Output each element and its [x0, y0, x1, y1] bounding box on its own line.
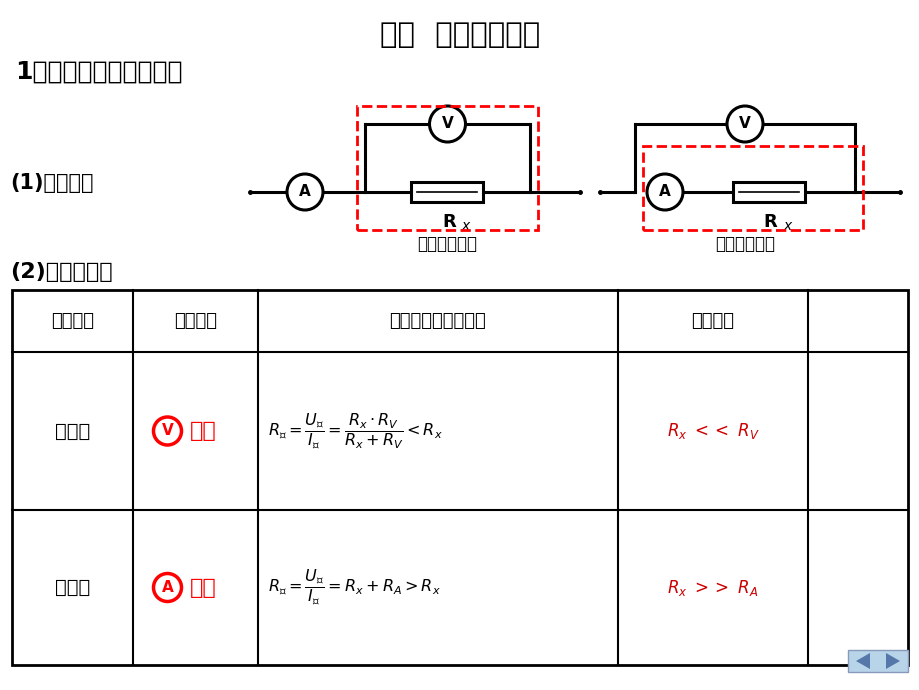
Text: 电流表外接法: 电流表外接法	[417, 235, 477, 253]
Polygon shape	[885, 653, 899, 669]
Text: $x$: $x$	[461, 219, 471, 233]
Text: 适用条件: 适用条件	[691, 312, 733, 330]
Text: $\mathbf{R}$: $\mathbf{R}$	[441, 213, 457, 231]
Text: 误差分析: 误差分析	[174, 312, 217, 330]
Text: $\mathbf{R}$: $\mathbf{R}$	[763, 213, 777, 231]
Text: $R_x\ <<\ R_V$: $R_x\ <<\ R_V$	[666, 421, 758, 441]
Text: $R_{测}=\dfrac{U_{测}}{I_{测}}=R_x+R_A>R_x$: $R_{测}=\dfrac{U_{测}}{I_{测}}=R_x+R_A>R_x$	[267, 568, 440, 607]
Text: V: V	[441, 117, 453, 132]
Text: (1)基本电路: (1)基本电路	[10, 173, 94, 193]
Circle shape	[429, 106, 465, 142]
Text: $R_x\ >>\ R_A$: $R_x\ >>\ R_A$	[666, 578, 758, 598]
Circle shape	[726, 106, 762, 142]
Bar	[357, 106, 538, 230]
Bar	[642, 146, 862, 230]
Text: 1．电流表内外接法选取: 1．电流表内外接法选取	[15, 60, 182, 84]
Text: 分压: 分压	[190, 578, 217, 598]
Text: A: A	[299, 184, 311, 199]
Text: V: V	[162, 424, 173, 439]
Bar	[12, 290, 907, 665]
Text: $x$: $x$	[782, 219, 793, 233]
Text: 分流: 分流	[190, 421, 217, 441]
Polygon shape	[855, 653, 869, 669]
Text: (2)电路的对比: (2)电路的对比	[10, 262, 112, 282]
Text: 外接法: 外接法	[55, 422, 90, 440]
Bar	[847, 650, 907, 672]
Text: 连接方式: 连接方式	[51, 312, 94, 330]
Text: 电流表内接法: 电流表内接法	[714, 235, 774, 253]
Circle shape	[287, 174, 323, 210]
Text: A: A	[162, 580, 173, 595]
Text: V: V	[738, 117, 750, 132]
Bar	[732, 182, 804, 202]
Text: 测量値与真实値关系: 测量値与真实値关系	[390, 312, 486, 330]
Text: $R_{测}=\dfrac{U_{测}}{I_{测}}=\dfrac{R_x \cdot R_V}{R_x+R_V}<R_x$: $R_{测}=\dfrac{U_{测}}{I_{测}}=\dfrac{R_x \…	[267, 411, 442, 451]
Circle shape	[646, 174, 682, 210]
Text: 二．  基本测量电路: 二． 基本测量电路	[380, 21, 539, 49]
Text: 内接法: 内接法	[55, 578, 90, 597]
Bar	[411, 182, 483, 202]
Text: A: A	[658, 184, 670, 199]
